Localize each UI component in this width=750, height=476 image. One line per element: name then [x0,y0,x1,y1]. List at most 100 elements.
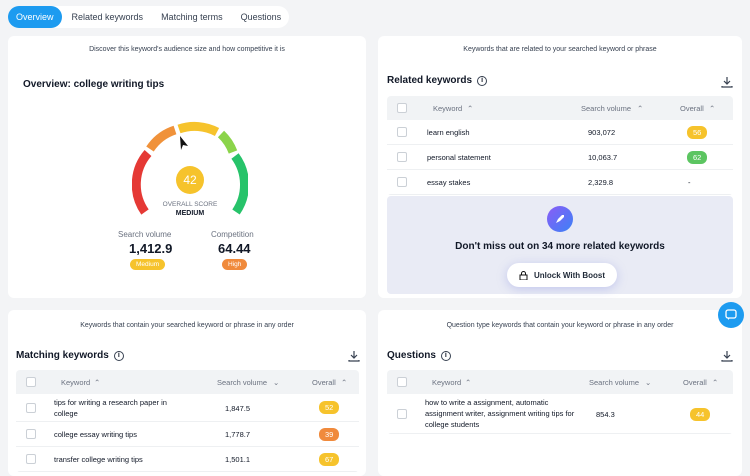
boost-promo: Don't miss out on 34 more related keywor… [387,196,733,294]
questions-table: Keyword ⌃ Search volume ⌄ Overall ⌃ how … [387,370,733,434]
row-volume: 1,501.1 [225,455,251,464]
score-label: OVERALL SCORE [162,201,218,208]
select-all-checkbox[interactable] [397,103,407,113]
score-value: 42 [183,173,197,187]
overall-badge: 67 [319,453,340,466]
questions-title-row: Questions i [387,350,451,361]
download-icon[interactable] [721,350,733,362]
row-checkbox[interactable] [397,127,407,137]
sort-icon[interactable]: ⌃ [467,104,474,113]
row-keyword: essay stakes [427,178,471,187]
competition-badge: High [222,259,248,270]
row-checkbox[interactable] [397,177,407,187]
related-title: Related keywords [387,75,473,86]
table-row[interactable]: tips for writing a research paper in col… [16,394,359,422]
row-volume: 1,847.5 [225,404,251,413]
row-checkbox[interactable] [26,429,36,439]
sort-icon[interactable]: ⌄ [273,378,280,387]
row-checkbox[interactable] [397,152,407,162]
table-row[interactable]: college essay writing tips 1,778.7 39 [16,422,359,447]
column-keyword[interactable]: Keyword [432,378,462,387]
column-keyword[interactable]: Keyword [61,378,91,387]
gauge-green-segment [231,153,248,215]
gauge-orange-segment [146,125,177,152]
unlock-with-boost-button[interactable]: Unlock With Boost [507,263,617,287]
promo-text: Don't miss out on 34 more related keywor… [455,241,665,252]
sort-icon[interactable]: ⌃ [712,378,719,387]
chat-button[interactable] [718,302,744,328]
tab-related-keywords[interactable]: Related keywords [71,12,144,22]
row-keyword: college essay writing tips [54,430,137,439]
score-gauge [132,121,248,215]
download-icon[interactable] [721,76,733,88]
gauge-pointer-icon [180,136,188,150]
table-row[interactable]: transfer college writing tips 1,501.1 67 [16,447,359,472]
search-volume-value: 1,412.9 [129,241,173,256]
row-checkbox[interactable] [26,454,36,464]
row-keyword: learn english [427,128,470,137]
rocket-icon [547,206,573,232]
tab-overview[interactable]: Overview [8,6,62,28]
download-icon[interactable] [348,350,360,362]
table-header: Keyword ⌃ Search volume ⌄ Overall ⌃ [387,370,733,394]
select-all-checkbox[interactable] [26,377,36,387]
column-search-volume[interactable]: Search volume [581,104,632,113]
table-row[interactable]: learn english 903,072 56 [387,120,733,145]
info-icon[interactable]: i [440,350,451,361]
table-row[interactable]: essay stakes 2,329.8 - [387,170,733,195]
overall-badge: 39 [319,428,340,441]
table-row[interactable]: personal statement 10,063.7 62 [387,145,733,170]
matching-table: Keyword ⌃ Search volume ⌄ Overall ⌃ tips… [16,370,359,472]
row-keyword: tips for writing a research paper in col… [54,398,167,418]
sort-icon[interactable]: ⌃ [341,378,348,387]
overall-empty: - [688,178,691,187]
gauge-red-segment [132,150,152,215]
table-row[interactable]: how to write a assignment, automatic ass… [387,394,733,434]
column-overall[interactable]: Overall [683,378,707,387]
row-keyword: transfer college writing tips [54,455,143,464]
matching-title: Matching keywords [16,350,109,361]
overview-subtitle: Discover this keyword's audience size an… [89,46,285,53]
sort-icon[interactable]: ⌃ [709,104,716,113]
row-keyword: personal statement [427,153,491,162]
overall-badge: 62 [687,151,708,164]
row-volume: 854.3 [596,410,615,419]
select-all-checkbox[interactable] [397,377,407,387]
row-checkbox[interactable] [26,403,36,413]
search-volume-label: Search volume [118,230,172,239]
row-volume: 1,778.7 [225,430,251,439]
tab-questions[interactable]: Questions [240,12,282,22]
row-keyword: how to write a assignment, automatic ass… [425,398,575,429]
tab-bar: Overview Related keywords Matching terms… [8,6,290,28]
gauge-yellow-segment [177,121,220,137]
competition-label: Competition [211,230,254,239]
row-volume: 2,329.8 [588,178,614,187]
column-overall[interactable]: Overall [680,104,704,113]
overall-badge: 44 [690,408,711,421]
row-checkbox[interactable] [397,409,407,419]
column-search-volume[interactable]: Search volume [217,378,268,387]
sort-icon[interactable]: ⌃ [637,104,644,113]
info-icon[interactable]: i [113,350,124,361]
matching-subtitle: Keywords that contain your searched keyw… [80,322,294,329]
column-search-volume[interactable]: Search volume [589,378,640,387]
tab-matching-terms[interactable]: Matching terms [161,12,223,22]
overview-title: Overview: college writing tips [23,79,165,90]
questions-card: Question type keywords that contain your… [378,310,742,476]
column-overall[interactable]: Overall [312,378,336,387]
info-icon[interactable]: i [477,75,488,86]
competition-value: 64.44 [218,241,251,256]
related-subtitle: Keywords that are related to your search… [463,46,657,53]
unlock-label: Unlock With Boost [533,270,606,280]
overview-card: Discover this keyword's audience size an… [8,36,366,298]
row-volume: 903,072 [588,128,616,137]
column-keyword[interactable]: Keyword [433,104,463,113]
matching-keywords-card: Keywords that contain your searched keyw… [8,310,366,476]
sort-icon[interactable]: ⌃ [465,378,472,387]
sort-icon[interactable]: ⌃ [94,378,101,387]
questions-subtitle: Question type keywords that contain your… [446,322,674,329]
table-header: Keyword ⌃ Search volume ⌄ Overall ⌃ [16,370,359,394]
sort-icon[interactable]: ⌄ [645,378,652,387]
overall-badge: 56 [687,126,708,139]
matching-title-row: Matching keywords i [16,350,124,361]
